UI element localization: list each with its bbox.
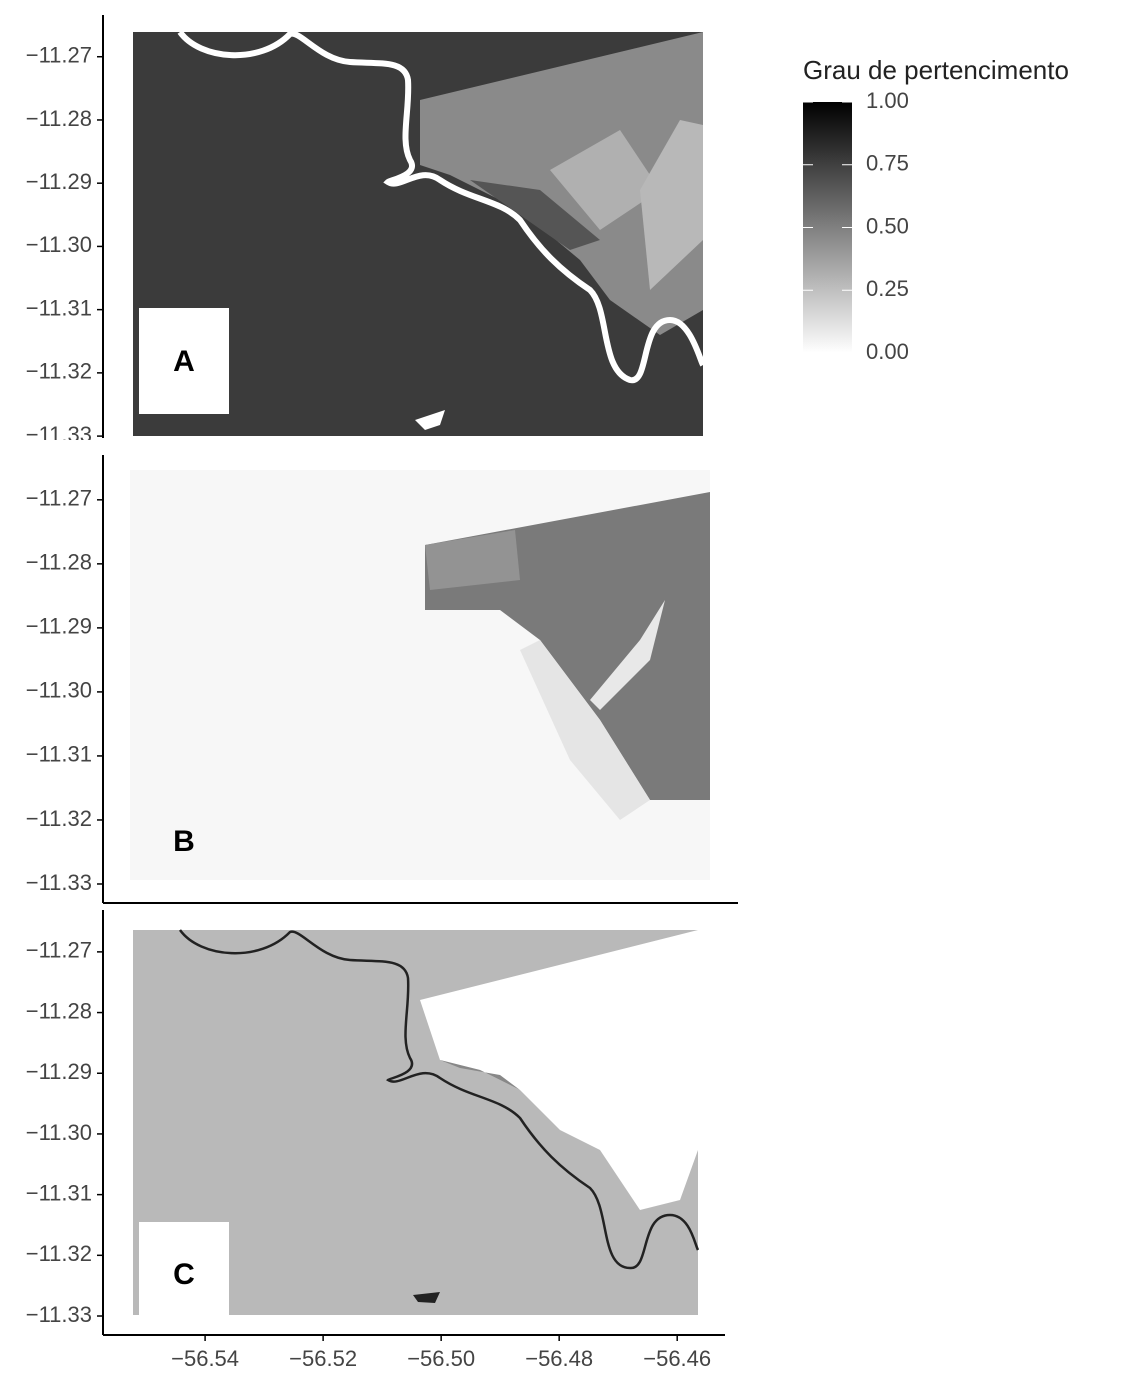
x-tick-label: −56.46 [643,1346,711,1371]
raster-b [130,470,710,880]
y-tick-label: −11.28 [26,550,92,575]
y-tick-label: −11.30 [26,678,92,703]
y-axis: −11.27 −11.28 −11.29 −11.30 −11.31 −11.32 −11.… [26,43,103,447]
y-tick-label: −11.33 [26,422,92,447]
panel-label: A [173,345,195,378]
y-tick-label: −11.27 [26,486,92,511]
y-tick-label: −11.29 [26,169,92,194]
y-tick-label: −11.31 [26,295,92,320]
panel-label: C [173,1258,195,1291]
legend-title: Grau de pertencimento [803,55,1069,85]
y-tick-label: −11.29 [26,614,92,639]
y-tick-label: −11.30 [26,232,92,257]
x-tick-label: −56.52 [289,1346,357,1371]
y-tick-label: −11.31 [26,742,92,767]
y-tick-label: −11.27 [26,43,92,68]
raster-c [133,929,700,1315]
y-tick-label: −11.32 [26,359,92,384]
panel-label: B [173,825,195,858]
y-tick-label: −11.28 [26,106,92,131]
y-tick-label: −11.29 [26,1059,92,1084]
colorbar-label: 1.00 [866,88,909,113]
y-tick-label: −11.30 [26,1120,92,1145]
x-tick-label: −56.54 [171,1346,239,1371]
y-tick-label: −11.33 [26,1302,92,1327]
y-tick-label: −11.33 [26,870,92,895]
raster-a [133,30,706,436]
colorbar-label: 0.00 [866,339,909,364]
y-axis: −11.27 −11.28 −11.29 −11.30 −11.31 −11.32 −11.… [26,938,103,1327]
y-axis: −11.27 −11.28 −11.29 −11.30 −11.31 −11.32 −11.… [26,486,103,895]
colorbar-label: 0.75 [866,151,909,176]
y-tick-label: −11.32 [26,1241,92,1266]
y-tick-label: −11.28 [26,998,92,1023]
y-tick-label: −11.27 [26,938,92,963]
x-tick-label: −56.48 [525,1346,593,1371]
y-tick-label: −11.31 [26,1180,92,1205]
x-tick-label: −56.50 [407,1346,475,1371]
y-tick-label: −11.32 [26,806,92,831]
colorbar-label: 0.25 [866,276,909,301]
colorbar-label: 0.50 [866,213,909,238]
